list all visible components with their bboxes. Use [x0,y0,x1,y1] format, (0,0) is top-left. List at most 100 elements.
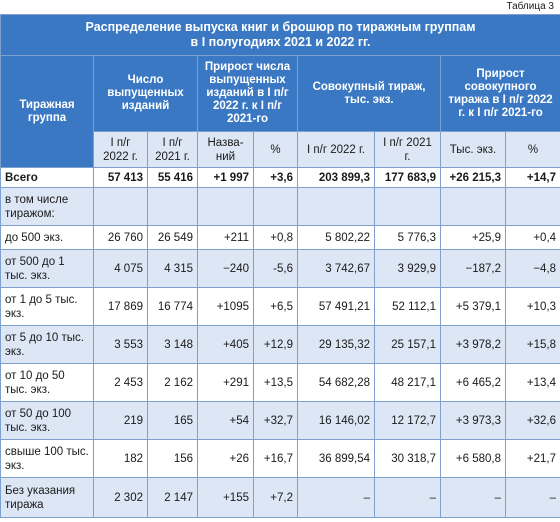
subheader-issued-2022: I п/г 2022 г. [93,131,148,168]
table-title-line2: в I полугодиях 2021 и 2022 гг. [190,35,371,49]
section-label: в том числе тиражом: [0,187,94,226]
cell-growth-run-abs: +6 465,2 [440,363,506,402]
table-row: от 1 до 5 тыс. экз. 17 869 16 774 +1095 +6,5… [0,287,560,326]
cell-growth-run-pct: +10,3 [504,287,560,326]
subheader-growth-run-abs: Тыс. экз. [440,131,506,168]
cell-run-2021: 25 157,1 [374,325,441,364]
cell-issued-2021: 2 147 [147,477,198,518]
cell-growth-run-abs: +3 978,2 [440,325,506,364]
row-label: Всего [0,167,94,188]
cell-issued-2022: 182 [93,439,148,478]
cell-growth-pct: +7,2 [253,477,298,518]
subheader-growth-pct: % [253,131,298,168]
subheader-growth-titles: Назва-ний [197,131,254,168]
cell-issued-2022: 219 [93,401,148,440]
cell-issued-2021: 3 148 [147,325,198,364]
table-row: свыше 100 тыс. экз. 182 156 +26 +16,7 36 899,… [0,439,560,478]
cell-run-2021: 48 217,1 [374,363,441,402]
cell-issued-2021: 156 [147,439,198,478]
table-title-line1: Распределение выпуска книг и брошюр по т… [85,20,476,34]
cell-growth-run-pct: −4,8 [504,249,560,288]
cell-run-2022: 203 899,3 [297,167,375,188]
cell-growth-titles: +1095 [197,287,254,326]
cell-growth-pct: +32,7 [253,401,298,440]
header-total-run: Совокупный тираж, тыс. экз. [297,55,441,132]
cell-growth-run-pct: +32,6 [504,401,560,440]
cell-run-2022: 16 146,02 [297,401,375,440]
cell-run-2021: 52 112,1 [374,287,441,326]
header-growth-run: Прирост совокупного тиража в I п/г 2022 … [439,55,560,132]
cell-growth-run-pct: +15,8 [504,325,560,364]
cell-growth-run-pct: +14,7 [504,167,560,188]
cell-growth-pct: -5,6 [253,249,298,288]
cell-growth-titles: +211 [197,225,254,250]
header-group: Тиражная группа [0,55,94,168]
cell-growth-pct: +3,6 [253,167,298,188]
cell-issued-2021: 55 416 [147,167,198,188]
header-growth-issued: Прирост числа выпущенных изданий в I п/г… [197,55,298,132]
cell-issued-2022: 57 413 [93,167,148,188]
cell-growth-run-pct: +13,4 [504,363,560,402]
table-row: от 50 до 100 тыс. экз. 219 165 +54 +32,7 16 1… [0,401,560,440]
row-label: от 50 до 100 тыс. экз. [0,401,94,440]
cell-issued-2022: 26 760 [93,225,148,250]
cell-growth-run-abs: +3 973,3 [440,401,506,440]
cell-run-2021: 12 172,7 [374,401,441,440]
cell-growth-run-pct: +0,4 [504,225,560,250]
cell-growth-pct: +6,5 [253,287,298,326]
table-title: Распределение выпуска книг и брошюр по т… [0,14,560,56]
row-label: свыше 100 тыс. экз. [0,439,94,478]
cell-growth-titles: +26 [197,439,254,478]
subheader-growth-run-pct: % [504,131,560,168]
cell-run-2022: 54 682,28 [297,363,375,402]
row-label: до 500 экз. [0,225,94,250]
cell-run-2022: 29 135,32 [297,325,375,364]
table-row: от 10 до 50 тыс. экз. 2 453 2 162 +291 +13,5… [0,363,560,402]
cell-growth-run-abs: +25,9 [440,225,506,250]
cell-issued-2022: 3 553 [93,325,148,364]
row-label: от 1 до 5 тыс. экз. [0,287,94,326]
table-row: от 5 до 10 тыс. экз. 3 553 3 148 +405 +12,9 2… [0,325,560,364]
table-caption: Таблица 3 [506,1,554,12]
cell-run-2021: 3 929,9 [374,249,441,288]
cell-growth-titles: +155 [197,477,254,518]
table-row: от 500 до 1 тыс. экз. 4 075 4 315 −240 -5,6 3… [0,249,560,288]
cell-issued-2021: 2 162 [147,363,198,402]
cell-growth-titles: −240 [197,249,254,288]
circulation-table: Распределение выпуска книг и брошюр по т… [0,14,560,518]
cell-issued-2021: 16 774 [147,287,198,326]
cell-growth-pct: +12,9 [253,325,298,364]
cell-run-2022: 5 802,22 [297,225,375,250]
cell-run-2022: 57 491,21 [297,287,375,326]
cell-run-2022: – [297,477,375,518]
cell-issued-2021: 165 [147,401,198,440]
subheader-run-2021: I п/г 2021 г. [374,131,441,168]
cell-issued-2022: 2 453 [93,363,148,402]
table-row-section: в том числе тиражом: [0,187,560,226]
row-label: от 5 до 10 тыс. экз. [0,325,94,364]
header-issued: Число выпущенных изданий [93,55,198,132]
row-label: от 500 до 1 тыс. экз. [0,249,94,288]
cell-issued-2022: 4 075 [93,249,148,288]
cell-run-2021: 30 318,7 [374,439,441,478]
cell-growth-pct: +16,7 [253,439,298,478]
cell-growth-run-abs: +5 379,1 [440,287,506,326]
cell-growth-run-abs: +6 580,8 [440,439,506,478]
table-row: Без указания тиража 2 302 2 147 +155 +7,2– – –… [0,477,560,518]
subheader-issued-2021: I п/г 2021 г. [147,131,198,168]
cell-growth-titles: +54 [197,401,254,440]
cell-growth-run-abs: +26 215,3 [440,167,506,188]
row-label: Без указания тиража [0,477,94,518]
cell-run-2021: 5 776,3 [374,225,441,250]
cell-run-2021: 177 683,9 [374,167,441,188]
cell-growth-pct: +13,5 [253,363,298,402]
cell-growth-run-abs: −187,2 [440,249,506,288]
subheader-run-2022: I п/г 2022 г. [297,131,375,168]
cell-growth-run-pct: – [504,477,560,518]
cell-issued-2021: 26 549 [147,225,198,250]
cell-run-2022: 36 899,54 [297,439,375,478]
cell-issued-2021: 4 315 [147,249,198,288]
cell-issued-2022: 2 302 [93,477,148,518]
cell-run-2021: – [374,477,441,518]
cell-growth-pct: +0,8 [253,225,298,250]
